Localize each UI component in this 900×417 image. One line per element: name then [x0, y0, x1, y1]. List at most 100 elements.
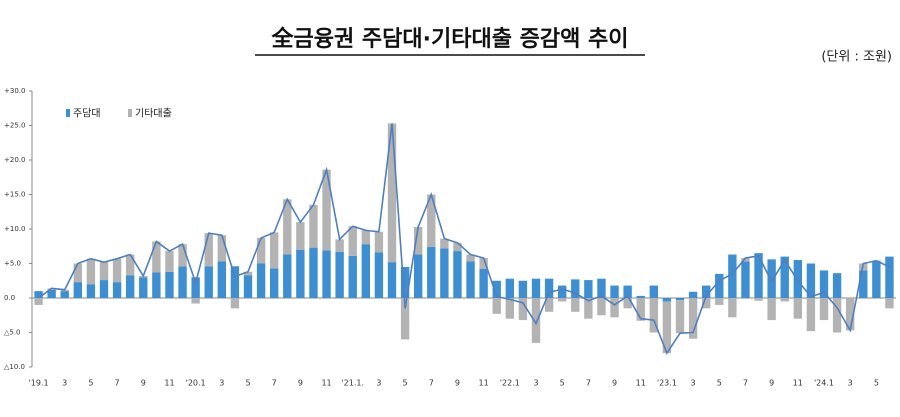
bar: [73, 263, 83, 283]
bar: [427, 246, 436, 298]
bar: [178, 244, 187, 267]
bar: [165, 271, 174, 298]
bar: [754, 298, 763, 301]
bar: [256, 237, 266, 264]
bar: [715, 273, 724, 298]
x-tick-label: 9: [455, 379, 460, 388]
y-tick-label: △10.0: [4, 363, 25, 371]
bar: [885, 298, 894, 309]
x-tick-label: 3: [848, 379, 853, 388]
bar: [885, 256, 894, 298]
bar: [806, 298, 816, 332]
x-tick-label: 11: [479, 379, 489, 388]
bar: [165, 251, 174, 272]
bar: [806, 263, 816, 298]
bar: [557, 298, 567, 302]
x-tick-label: '21.1.: [341, 379, 364, 388]
bar: [125, 275, 135, 298]
bar: [453, 242, 462, 252]
bar: [466, 254, 475, 262]
x-tick-label: 9: [298, 379, 303, 388]
bar: [73, 282, 83, 298]
x-tick-label: '20.1: [186, 379, 206, 388]
bar: [688, 298, 698, 339]
bar: [230, 298, 240, 309]
bar: [374, 252, 384, 298]
bar: [34, 298, 43, 305]
x-tick-label: 7: [586, 379, 591, 388]
bar: [754, 253, 763, 298]
bar: [86, 284, 96, 298]
bar: [492, 298, 501, 314]
bar: [361, 230, 371, 245]
bar: [845, 298, 855, 331]
bar: [309, 204, 318, 248]
bar: [387, 262, 397, 298]
bar: [741, 261, 750, 298]
x-tick-label: 7: [429, 379, 434, 388]
x-tick-label: 11: [164, 379, 174, 388]
bar: [662, 301, 672, 354]
bar: [34, 291, 43, 298]
bar: [492, 280, 501, 298]
bar: [427, 194, 436, 247]
bar: [767, 259, 776, 298]
bar: [217, 235, 227, 262]
bar: [112, 258, 122, 283]
bar: [322, 169, 331, 251]
bar: [204, 233, 213, 267]
bar: [793, 298, 803, 319]
bar: [610, 298, 619, 318]
x-tick-label: 9: [141, 379, 146, 388]
bar: [832, 273, 842, 298]
bar: [191, 277, 200, 298]
bar: [518, 298, 528, 321]
x-tick-label: 3: [691, 379, 696, 388]
y-tick-label: 0.0: [4, 294, 15, 302]
bar: [479, 269, 488, 298]
bar: [793, 260, 803, 298]
bar: [348, 226, 357, 256]
y-tick-label: +20.0: [4, 156, 25, 164]
y-tick-label: +5.0: [4, 260, 21, 268]
bar: [99, 262, 109, 281]
y-tick-label: △5.0: [4, 329, 21, 337]
bar: [269, 232, 279, 269]
bar: [531, 298, 541, 343]
bar: [243, 275, 253, 298]
bar: [413, 254, 423, 298]
legend-swatch: [66, 109, 70, 117]
bar: [832, 298, 842, 333]
x-tick-label: 3: [219, 379, 224, 388]
y-tick-label: +30.0: [4, 87, 25, 95]
x-tick-label: '24.1: [814, 379, 834, 388]
bar: [309, 247, 318, 298]
legend-label: 기타대출: [135, 108, 172, 120]
bar: [701, 298, 711, 309]
bar: [701, 285, 711, 298]
bar: [819, 270, 829, 298]
bar: [819, 298, 829, 321]
x-tick-label: 11: [321, 379, 331, 388]
bar: [728, 298, 737, 318]
bar: [296, 249, 305, 298]
x-tick-label: 3: [62, 379, 67, 388]
bar: [191, 298, 200, 304]
bar: [283, 199, 292, 255]
bar: [283, 254, 292, 298]
bar: [728, 254, 737, 298]
bar: [335, 239, 344, 252]
bar: [531, 278, 541, 298]
bar: [217, 261, 227, 298]
bar: [152, 272, 161, 298]
bar: [675, 300, 685, 334]
bar: [649, 298, 659, 333]
bar: [741, 257, 750, 262]
bar: [139, 277, 148, 298]
bar: [453, 251, 462, 298]
bar: [204, 266, 213, 298]
bar: [440, 248, 449, 298]
bar: [623, 285, 632, 298]
